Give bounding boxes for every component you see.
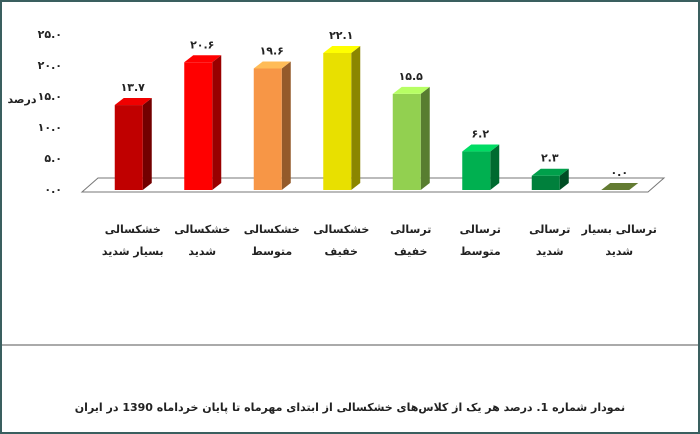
bar-top (531, 168, 569, 176)
caption: نمودار شماره 1. درصد هر یک از کلاس‌های خ… (75, 401, 625, 414)
x-tick-label: شدید (188, 245, 216, 258)
bar-top (323, 45, 361, 53)
x-tick-label: ترسالی (390, 223, 431, 236)
bar-top (392, 86, 430, 94)
bar (531, 175, 560, 190)
y-tick-label: ۲۰.۰ (38, 59, 62, 72)
bar-top (601, 183, 639, 190)
y-tick-label: ۱۰.۰ (38, 121, 62, 134)
value-label: ۲.۳ (541, 152, 559, 165)
x-tick-label: خفیف (325, 245, 358, 258)
bar-top (184, 55, 222, 63)
floor (80, 177, 666, 193)
y-tick-label: ۰.۰ (44, 183, 62, 196)
y-tick-label: ۲۵.۰ (38, 28, 62, 41)
y-tick-label: ۱۵.۰ (38, 90, 62, 103)
bar-side (490, 144, 500, 190)
bar (114, 105, 143, 190)
x-tick-label: خشکسالی (174, 223, 230, 236)
x-tick-label: متوسط (251, 245, 292, 258)
bar-side (351, 45, 361, 191)
bar-side (420, 86, 430, 190)
x-tick-label: ترسالی بسیار (581, 223, 657, 236)
bar-side (281, 61, 291, 191)
bar-side (142, 98, 152, 190)
value-label: ۱۳.۷ (121, 81, 146, 94)
bar (392, 93, 421, 190)
value-label: ۱۵.۵ (399, 70, 424, 83)
x-tick-label: خشکسالی (313, 223, 369, 236)
bar (253, 68, 282, 190)
bar (323, 52, 352, 191)
x-tick-label: متوسط (460, 245, 501, 258)
x-tick-label: ترسالی (529, 223, 570, 236)
y-tick-label: ۵.۰ (44, 152, 62, 165)
x-tick-label: خشکسالی (105, 223, 161, 236)
x-tick-label: بسیار شدید (102, 245, 164, 258)
value-label: ۶.۲ (471, 128, 489, 141)
bar-top (253, 61, 291, 69)
bar (184, 62, 213, 190)
bar-side (212, 55, 222, 190)
value-label: ۲۲.۱ (329, 29, 353, 42)
x-tick-label: ترسالی (460, 223, 501, 236)
value-label: ۰.۰ (610, 166, 628, 179)
value-label: ۱۹.۶ (260, 44, 284, 57)
bar (462, 151, 491, 190)
bar-top (462, 144, 500, 152)
x-tick-label: خفیف (394, 245, 427, 258)
x-tick-label: خشکسالی (244, 223, 300, 236)
value-label: ۲۰.۶ (190, 38, 214, 51)
x-tick-label: شدید (536, 245, 564, 258)
x-tick-label: شدید (605, 245, 633, 258)
bar-top (114, 98, 152, 106)
y-axis-label: درصد (8, 93, 37, 106)
bar-side (559, 168, 569, 190)
